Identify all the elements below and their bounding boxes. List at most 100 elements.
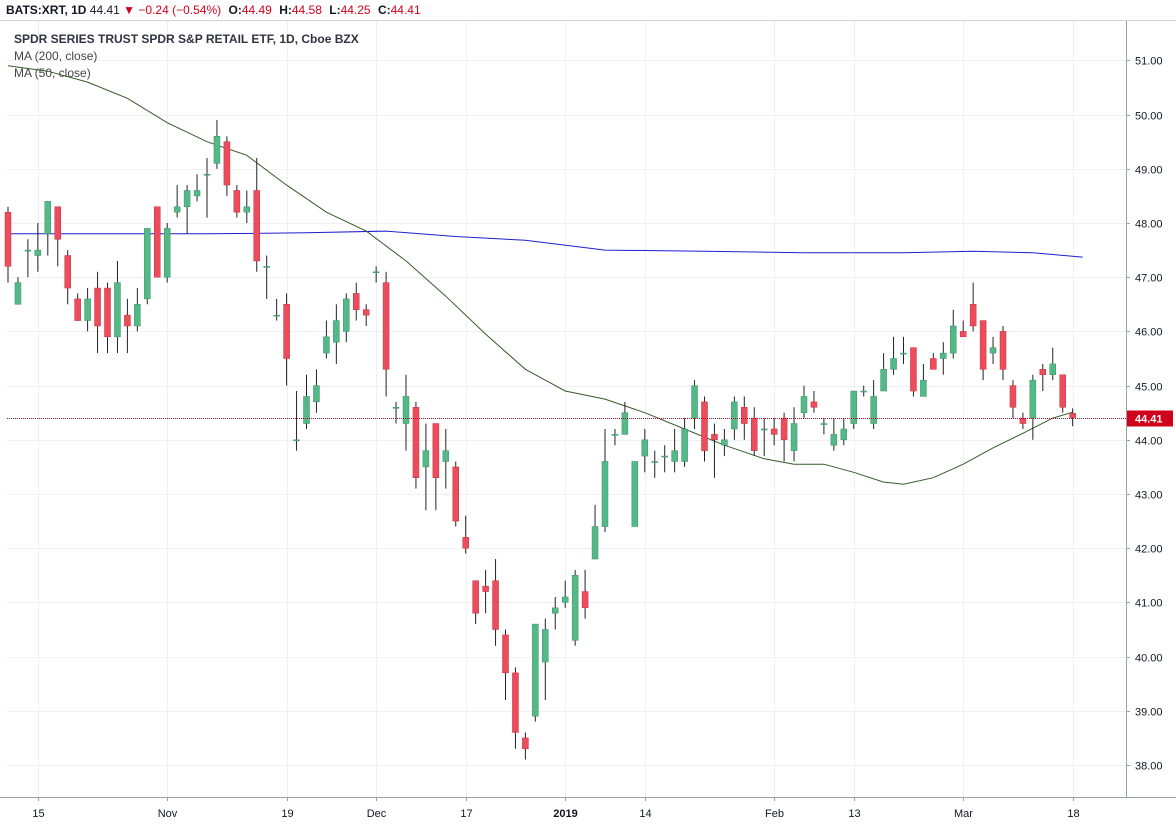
x-tick-label: 19 xyxy=(281,808,293,820)
x-tick-label: 18 xyxy=(1067,808,1079,820)
candle-body xyxy=(940,352,947,359)
candle-body xyxy=(492,580,499,630)
candle xyxy=(293,391,300,451)
candle xyxy=(681,418,688,467)
candle-body xyxy=(183,190,191,207)
candle xyxy=(462,515,469,554)
candle xyxy=(173,185,181,218)
candle-body xyxy=(34,249,42,256)
candle xyxy=(581,569,589,619)
candle xyxy=(64,250,71,305)
candle-body xyxy=(104,287,111,338)
candle-body xyxy=(84,298,91,321)
candle-body xyxy=(830,434,838,446)
y-tick-label: 50.00 xyxy=(1135,111,1163,123)
x-axis[interactable]: 15 Nov 19 Dec 17 2019 14 Feb 13 Mar 18 xyxy=(0,797,1176,820)
candle xyxy=(691,380,698,429)
candle xyxy=(661,445,668,473)
candle-body xyxy=(571,575,579,641)
candle xyxy=(890,336,897,375)
candle xyxy=(880,353,887,392)
candle-body xyxy=(243,206,251,213)
candle-body xyxy=(1039,369,1047,376)
y-axis[interactable]: 38.00 39.00 40.00 41.00 42.00 43.00 44.00 45.00… xyxy=(1126,21,1176,797)
candle-body xyxy=(502,634,509,674)
candle xyxy=(741,396,748,440)
candle-body xyxy=(64,255,71,289)
candle xyxy=(1049,347,1056,381)
candle xyxy=(223,136,231,196)
candle-body xyxy=(452,466,459,522)
candle xyxy=(870,380,877,429)
candle-body xyxy=(213,136,221,164)
candle-body xyxy=(193,190,201,197)
candle-body xyxy=(611,434,619,436)
instrument-title[interactable]: SPDR SERIES TRUST SPDR S&P RETAIL ETF, 1… xyxy=(14,32,359,46)
candle xyxy=(54,206,61,267)
candle xyxy=(163,223,171,283)
candle-body xyxy=(542,629,549,663)
candle xyxy=(671,428,678,473)
candle xyxy=(561,580,569,608)
candle xyxy=(243,190,251,223)
candle-body xyxy=(959,331,967,338)
candle xyxy=(203,157,211,218)
candle-body xyxy=(263,266,270,268)
candle xyxy=(760,418,768,457)
candle xyxy=(402,374,410,451)
candle xyxy=(641,428,649,473)
candle xyxy=(213,120,221,169)
symbol-label[interactable]: BATS:XRT, 1D xyxy=(6,3,87,17)
candle xyxy=(183,185,191,234)
candle-body xyxy=(800,396,808,413)
x-tick-label: 15 xyxy=(32,808,44,820)
candle-body xyxy=(930,358,937,370)
candle xyxy=(432,423,440,511)
high-value: 44.58 xyxy=(291,3,322,17)
x-tick-label: 14 xyxy=(639,808,651,820)
candle-body xyxy=(979,320,987,370)
candle xyxy=(492,559,499,646)
x-tick-label: Nov xyxy=(158,808,178,820)
candle xyxy=(193,174,201,202)
candle xyxy=(512,667,519,749)
candle xyxy=(84,288,91,332)
candle-body xyxy=(621,412,629,435)
candle-body xyxy=(124,314,131,327)
candle xyxy=(144,228,151,305)
ma50-line[interactable] xyxy=(7,65,1073,485)
down-triangle-icon: ▼ xyxy=(123,3,136,17)
ma200-line[interactable] xyxy=(8,230,1083,258)
candle-body xyxy=(163,228,171,278)
candle xyxy=(362,304,370,326)
candle xyxy=(800,385,808,419)
candle-body xyxy=(144,228,151,300)
candle xyxy=(74,293,81,321)
candle xyxy=(631,461,639,527)
candle-body xyxy=(293,439,300,442)
candle-body xyxy=(760,428,768,431)
low-value: 44.25 xyxy=(340,3,371,17)
candle xyxy=(591,504,599,560)
candle-body xyxy=(989,347,997,354)
candle-body xyxy=(920,379,927,397)
candle xyxy=(621,401,629,435)
grid xyxy=(7,21,1126,797)
candle-body xyxy=(850,390,857,424)
candle xyxy=(940,342,947,375)
candle xyxy=(382,271,390,397)
candle-body xyxy=(233,190,241,213)
candle xyxy=(34,223,42,272)
candle xyxy=(920,363,927,397)
candle xyxy=(1069,408,1076,427)
y-tick-label: 51.00 xyxy=(1135,56,1163,68)
candle-body xyxy=(343,298,350,332)
ma50-legend[interactable]: MA (50, close) xyxy=(14,66,91,80)
candle xyxy=(353,282,360,321)
candle-body xyxy=(711,434,718,441)
candle-body xyxy=(283,304,290,359)
candle xyxy=(273,298,280,321)
ma200-legend[interactable]: MA (200, close) xyxy=(14,49,98,63)
candle-body xyxy=(392,407,400,409)
